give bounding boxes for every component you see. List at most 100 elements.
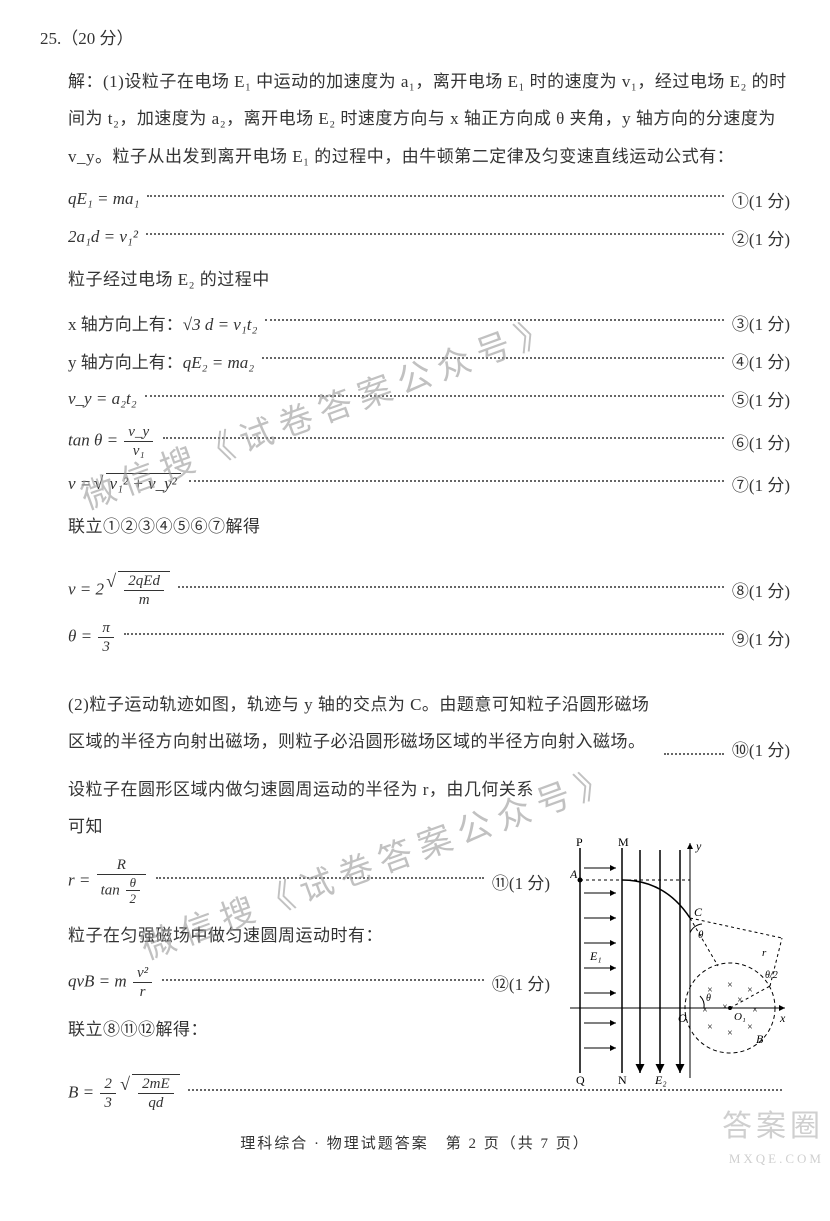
dots: [147, 195, 723, 197]
eq10-mark: ⑩(1 分): [732, 736, 790, 761]
eq11-num: R: [97, 856, 146, 875]
svg-text:×: ×: [707, 1022, 713, 1033]
label-N: N: [618, 1073, 627, 1087]
svg-text:×: ×: [727, 980, 733, 991]
eq1-mark: ①(1 分): [732, 187, 790, 212]
eq8-prefix: v = 2: [68, 579, 104, 598]
dots: [664, 753, 724, 755]
dots: [156, 877, 484, 879]
eq1-lhs: qE₁ = ma₁: [68, 189, 139, 209]
eq7-mark: ⑦(1 分): [732, 471, 790, 496]
dots: [124, 633, 724, 635]
eq7-prefix: v =: [68, 474, 96, 493]
eq12-prefix: qvB = m: [68, 972, 127, 991]
physics-diagram: x y P Q M N E₁: [570, 838, 790, 1088]
eq8-den: m: [124, 591, 164, 609]
eq13-coef-num: 2: [100, 1075, 116, 1094]
eq3-prefix: x 轴方向上有：: [68, 315, 183, 334]
dots: [178, 586, 724, 588]
label-E2: E₂: [654, 1073, 667, 1087]
eq13-prefix: B =: [68, 1083, 98, 1102]
label-x: x: [779, 1011, 786, 1025]
dots: [145, 395, 724, 397]
dots: [188, 1089, 782, 1091]
part2-line-a: (2)粒子运动轨迹如图，轨迹与 y 轴的交点为 C。由题意可知粒子沿圆形磁场区域…: [68, 686, 790, 761]
eq6-den: v₁: [124, 442, 153, 460]
eq11-den-den: 2: [126, 891, 141, 907]
eq2-mark: ②(1 分): [732, 225, 790, 250]
label-theta-c: θ: [698, 929, 704, 941]
eq12-den: r: [133, 983, 152, 1001]
eq4-math: qE₂ = ma₂: [183, 353, 254, 372]
svg-text:×: ×: [747, 1022, 753, 1033]
eq8-mark: ⑧(1 分): [732, 577, 790, 602]
equation-12: qvB = m v² r ⑫(1 分): [68, 964, 550, 1001]
equation-3: x 轴方向上有：√3 d = v₁t₂ ③(1 分): [68, 309, 790, 337]
svg-text:×: ×: [752, 1005, 758, 1016]
svg-text:×: ×: [747, 985, 753, 996]
dots: [262, 357, 724, 359]
label-A: A: [570, 867, 578, 881]
eq13-coef-den: 3: [100, 1094, 116, 1112]
label-B: B: [756, 1032, 764, 1046]
dots: [265, 319, 724, 321]
eq4-mark: ④(1 分): [732, 348, 790, 373]
eq6-prefix: tan θ =: [68, 430, 122, 449]
eq4-prefix: y 轴方向上有：: [68, 353, 183, 372]
eq11-prefix: r =: [68, 870, 95, 889]
eq6-num: v_y: [124, 423, 153, 442]
eq6-mark: ⑥(1 分): [732, 429, 790, 454]
dots: [162, 979, 484, 981]
eq12-num: v²: [133, 964, 152, 983]
eq3-mark: ③(1 分): [732, 310, 790, 335]
label-theta2: θ/2: [765, 970, 778, 981]
eq12-mark: ⑫(1 分): [492, 970, 550, 995]
eq9-num: π: [98, 619, 114, 638]
eq9-den: 3: [98, 638, 114, 656]
svg-text:×: ×: [722, 1002, 728, 1013]
label-Q: Q: [576, 1073, 585, 1087]
label-theta-o: θ: [706, 993, 711, 1004]
equation-7: v = v₁² + v_y² ⑦(1 分): [68, 470, 790, 498]
eq5-mark: ⑤(1 分): [732, 386, 790, 411]
equation-1: qE₁ = ma₁ ①(1 分): [68, 185, 790, 213]
corner-watermark-sub: MXQE.COM: [729, 1151, 824, 1167]
eq11-den-prefix: tan: [101, 882, 124, 898]
intro-paragraph: 解：(1)设粒子在电场 E₁ 中运动的加速度为 a₁，离开电场 E₁ 时的速度为…: [68, 63, 790, 175]
part2b-text: 设粒子在圆形区域内做匀速圆周运动的半径为 r，由几何关系可知: [68, 771, 550, 846]
eq7-rad: v₁² + v_y²: [106, 473, 181, 494]
equation-11: r = R tan θ 2 ⑪(1 分): [68, 856, 550, 907]
eq13-num: 2mE: [138, 1075, 174, 1094]
equation-8: v = 2 2qEd m ⑧(1 分): [68, 571, 790, 609]
eq8-num: 2qEd: [124, 572, 164, 591]
dots: [146, 233, 724, 235]
label-M: M: [618, 838, 629, 849]
equation-4: y 轴方向上有：qE₂ = ma₂ ④(1 分): [68, 347, 790, 375]
label-O1: O₁: [734, 1011, 746, 1023]
eq9-prefix: θ =: [68, 626, 96, 645]
svg-text:×: ×: [727, 1028, 733, 1039]
svg-text:×: ×: [702, 1005, 708, 1016]
eq13-den: qd: [138, 1094, 174, 1112]
part2c-text: 粒子在匀强磁场中做匀速圆周运动时有：: [68, 917, 550, 954]
eq5-lhs: v_y = a₂t₂: [68, 389, 137, 409]
label-C: C: [694, 905, 703, 919]
dots: [163, 437, 724, 439]
dots: [189, 480, 724, 482]
label-P: P: [576, 838, 583, 849]
equation-5: v_y = a₂t₂ ⑤(1 分): [68, 385, 790, 413]
eq11-mark: ⑪(1 分): [492, 869, 550, 894]
equation-9: θ = π 3 ⑨(1 分): [68, 619, 790, 656]
page-footer: 理科综合 · 物理试题答案 第 2 页（共 7 页）: [40, 1132, 790, 1153]
eq2-lhs: 2a₁d = v₁²: [68, 227, 138, 247]
question-header: 25.（20 分）: [40, 24, 790, 49]
line-e2: 粒子经过电场 E₂ 的过程中: [68, 261, 790, 298]
label-E1: E₁: [589, 949, 602, 963]
label-y: y: [695, 839, 702, 853]
svg-text:×: ×: [737, 995, 743, 1006]
label-r: r: [762, 947, 767, 959]
combine-1: 联立①②③④⑤⑥⑦解得: [68, 508, 790, 545]
eq9-mark: ⑨(1 分): [732, 625, 790, 650]
eq11-den-num: θ: [126, 875, 141, 892]
equation-2: 2a₁d = v₁² ②(1 分): [68, 223, 790, 251]
